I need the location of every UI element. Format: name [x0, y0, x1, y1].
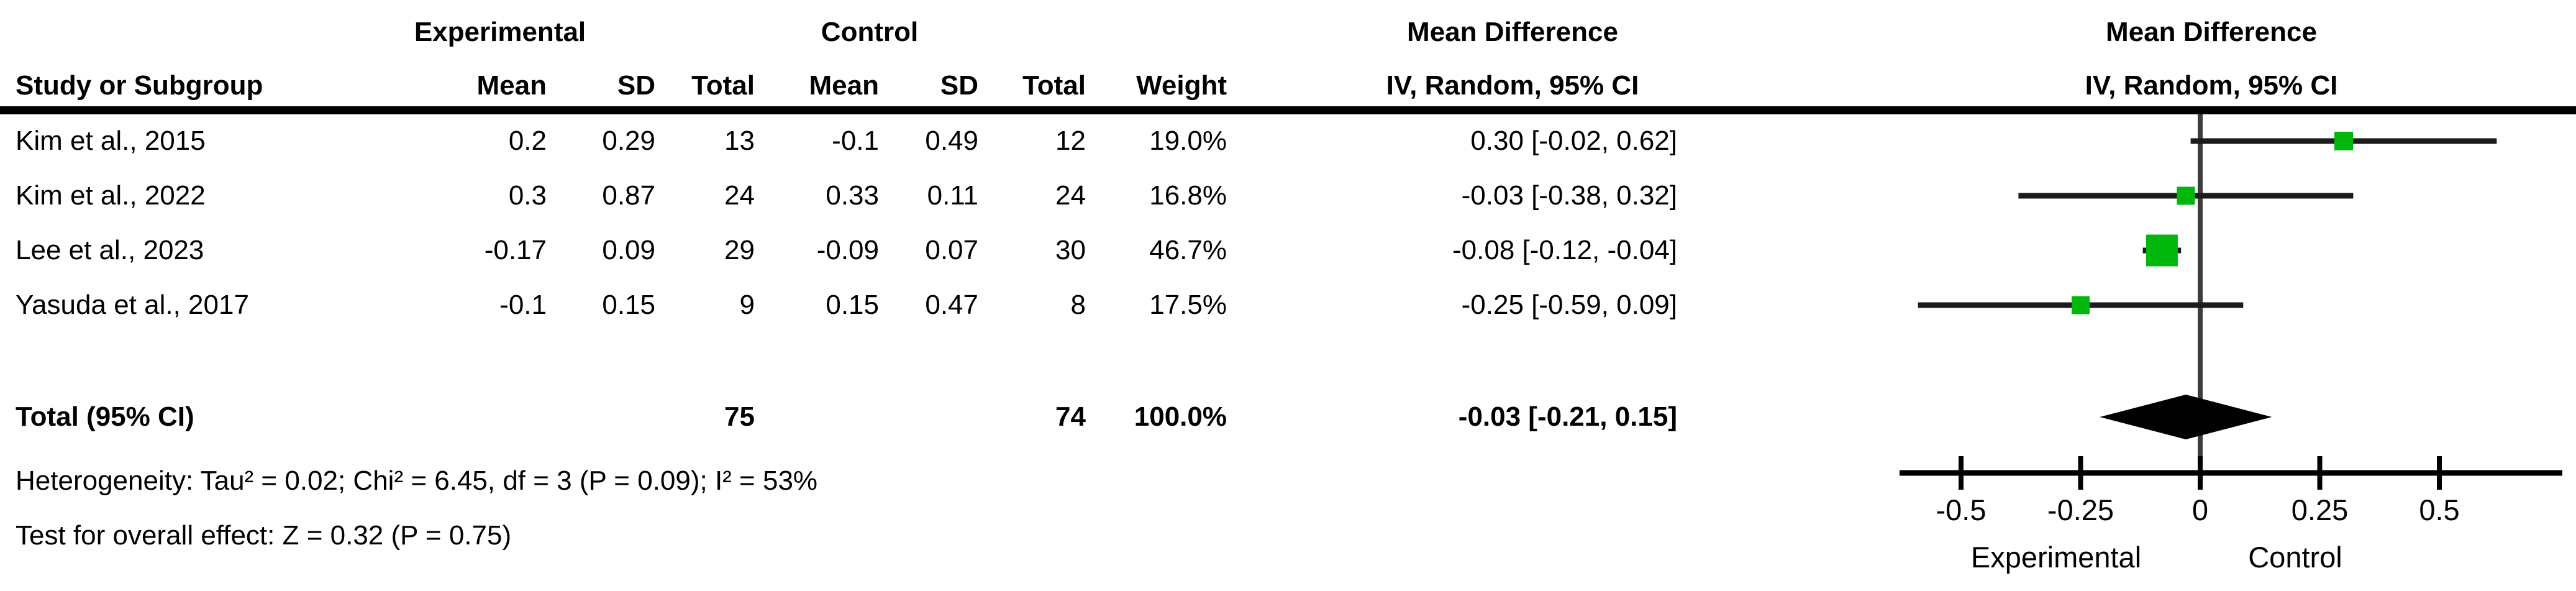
ctl-total: 12: [1055, 126, 1086, 156]
study-name: Kim et al., 2022: [16, 180, 206, 211]
col-ctl-sd: SD: [940, 70, 978, 101]
ctl-sd: 0.07: [925, 235, 978, 265]
col-group-mean-difference-plot: Mean Difference: [2106, 17, 2317, 47]
study-name: Total (95% CI): [16, 401, 194, 432]
ctl-mean: -0.09: [816, 235, 879, 265]
ci-text: -0.03 [-0.38, 0.32]: [1461, 180, 1677, 211]
ctl-sd: 0.11: [927, 180, 978, 211]
tick-label: -0.25: [2047, 493, 2114, 526]
exp-mean: 0.2: [508, 126, 547, 156]
weight: 17.5%: [1149, 290, 1227, 320]
ctl-mean: 0.15: [826, 290, 879, 320]
exp-mean: -0.17: [484, 235, 547, 265]
weight: 16.8%: [1149, 180, 1227, 211]
exp-mean: 0.3: [508, 180, 547, 211]
col-ci-text-header: IV, Random, 95% CI: [1386, 70, 1639, 101]
study-name: Kim et al., 2015: [16, 126, 206, 156]
study-name: Lee et al., 2023: [16, 235, 204, 265]
col-study-or-subgroup: Study or Subgroup: [16, 70, 263, 101]
exp-sd: 0.09: [602, 235, 655, 265]
effect-marker: [2177, 186, 2195, 205]
exp-mean: -0.1: [499, 290, 547, 320]
tick-label: 0: [2192, 493, 2208, 526]
heterogeneity-note: Heterogeneity: Tau² = 0.02; Chi² = 6.45,…: [16, 465, 818, 496]
exp-sd: 0.29: [602, 126, 655, 156]
tick-label: -0.5: [1936, 493, 1987, 526]
exp-total: 75: [724, 401, 755, 432]
effect-marker: [2146, 234, 2178, 267]
col-exp-mean: Mean: [476, 70, 547, 101]
exp-sd: 0.87: [602, 180, 655, 211]
ci-text: 0.30 [-0.02, 0.62]: [1470, 126, 1677, 156]
summary-diamond: [2100, 395, 2272, 439]
ctl-total: 30: [1055, 235, 1086, 265]
ctl-sd: 0.47: [925, 290, 978, 320]
col-ctl-mean: Mean: [809, 70, 879, 101]
tick-label: 0.25: [2292, 493, 2348, 526]
ci-text: -0.08 [-0.12, -0.04]: [1452, 235, 1677, 265]
header-underline: [0, 106, 2576, 114]
effect-marker: [2072, 296, 2090, 314]
col-group-mean-difference-text: Mean Difference: [1407, 17, 1618, 47]
ctl-sd: 0.49: [925, 126, 978, 156]
axis-label-control: Control: [2248, 541, 2342, 574]
study-name: Yasuda et al., 2017: [16, 290, 249, 320]
weight: 19.0%: [1149, 126, 1227, 156]
weight: 100.0%: [1134, 401, 1227, 432]
ctl-mean: 0.33: [826, 180, 879, 211]
ci-text: -0.25 [-0.59, 0.09]: [1461, 290, 1677, 320]
col-group-control: Control: [821, 17, 919, 47]
exp-total: 24: [724, 180, 755, 211]
ci-text: -0.03 [-0.21, 0.15]: [1458, 401, 1677, 432]
col-exp-total: Total: [691, 70, 755, 101]
ctl-mean: -0.1: [832, 126, 879, 156]
col-group-experimental: Experimental: [414, 17, 586, 47]
overall-effect-note: Test for overall effect: Z = 0.32 (P = 0…: [16, 520, 512, 551]
ctl-total: 8: [1070, 290, 1086, 320]
col-exp-sd: SD: [617, 70, 655, 101]
exp-total: 13: [724, 126, 755, 156]
tick-label: 0.5: [2419, 493, 2459, 526]
exp-total: 29: [724, 235, 755, 265]
exp-sd: 0.15: [602, 290, 655, 320]
weight: 46.7%: [1149, 235, 1227, 265]
ctl-total: 24: [1055, 180, 1086, 211]
col-weight: Weight: [1136, 70, 1227, 101]
axis-label-experimental: Experimental: [1971, 541, 2141, 574]
exp-total: 9: [739, 290, 755, 320]
effect-marker: [2334, 132, 2353, 150]
col-ci-plot-header: IV, Random, 95% CI: [2085, 70, 2338, 101]
col-ctl-total: Total: [1022, 70, 1086, 101]
ctl-total: 74: [1055, 401, 1086, 432]
